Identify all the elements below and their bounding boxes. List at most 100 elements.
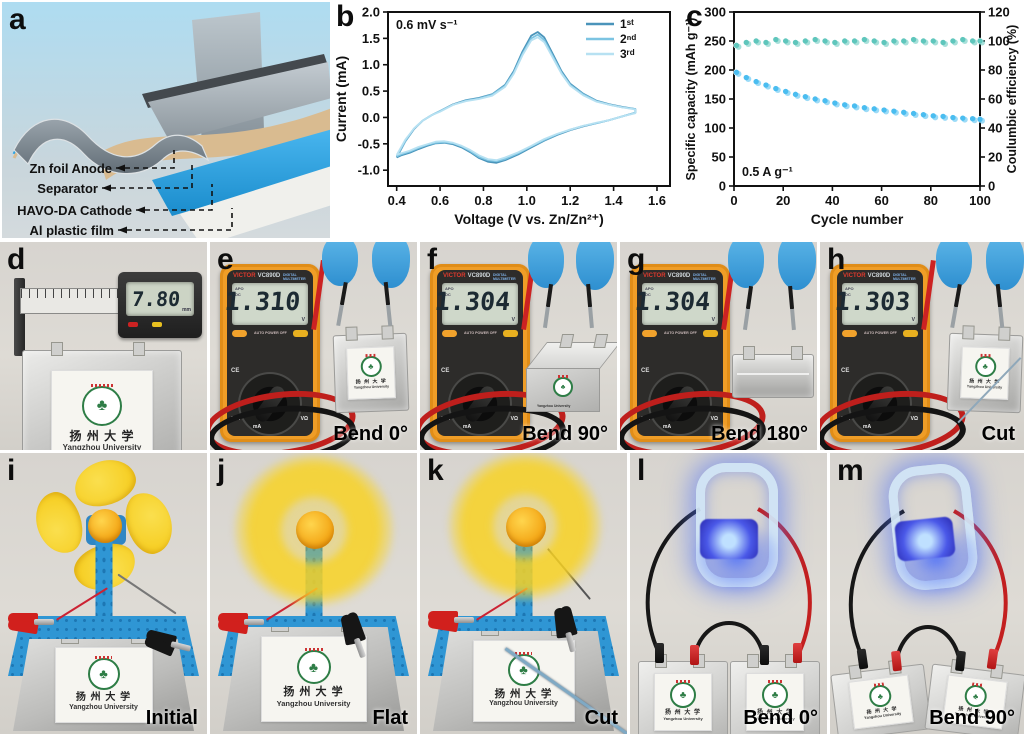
svg-text:1.0: 1.0 xyxy=(362,57,380,72)
svg-text:1.4: 1.4 xyxy=(605,193,624,208)
panel-letter-m: m xyxy=(837,454,864,487)
svg-text:0: 0 xyxy=(988,179,995,194)
multimeter: VICTOR VC890D DIGITAL MULTIMETER APO DC 1.… xyxy=(620,259,770,450)
pouch-tab xyxy=(271,627,289,632)
gloved-hand xyxy=(728,242,764,288)
panel-letter-i: i xyxy=(7,454,16,487)
caliper-button-yellow xyxy=(152,322,162,327)
gloved-hand xyxy=(936,242,972,288)
svg-text:-0.5: -0.5 xyxy=(358,136,380,151)
svg-text:20: 20 xyxy=(988,150,1002,165)
probe xyxy=(586,283,594,329)
university-label: 扬 州 大 学 Yangzhou University xyxy=(848,674,914,730)
label-separator: Separator xyxy=(37,181,98,196)
panel-letter-b: b xyxy=(336,0,355,33)
label-cathode: HAVO-DA Cathode xyxy=(17,203,132,218)
label-arrowheads xyxy=(102,164,145,234)
pouch-cell: 扬 州 大 学 Yangzhou University xyxy=(332,325,410,414)
svg-text:0.6 mV s⁻¹: 0.6 mV s⁻¹ xyxy=(396,18,458,32)
meter-lcd: APO DC 1.310 V xyxy=(223,283,308,325)
svg-text:1ˢᵗ: 1ˢᵗ xyxy=(620,17,634,31)
gloved-hand xyxy=(986,242,1024,290)
pouch-cell: 扬 州 大 学 Yangzhou University xyxy=(22,342,182,450)
label-connectors xyxy=(102,150,233,231)
panel-d-caliper: d 7.80 mm 扬 州 大 学 Yangzhou University xyxy=(0,242,207,450)
pouch-cell-bent: 扬 州 大 学 Yangzhou University xyxy=(830,659,932,734)
condition-label: Initial xyxy=(145,707,198,729)
university-logo xyxy=(82,383,122,426)
led-module xyxy=(894,516,956,562)
svg-text:Voltage (V vs. Zn/Zn²⁺): Voltage (V vs. Zn/Zn²⁺) xyxy=(454,211,603,227)
university-label: 扬 州 大 学 Yangzhou University xyxy=(51,370,153,450)
label-zn-anode: Zn foil Anode xyxy=(29,161,112,176)
svg-text:60: 60 xyxy=(988,92,1002,107)
pouch-cell: 扬 州 大 学 Yangzhou University xyxy=(730,654,820,734)
gloved-hand xyxy=(778,242,816,290)
label-english: Yangzhou University xyxy=(62,442,142,450)
university-logo xyxy=(670,680,696,708)
panel-letter-c: c xyxy=(686,0,703,33)
condition-label: Bend 0° xyxy=(333,423,408,445)
svg-text:40: 40 xyxy=(825,193,839,208)
meter-lcd: APO DC 1.304 V xyxy=(633,283,718,325)
meter-reading: 1.303 xyxy=(833,287,912,316)
university-label: 扬 州 大 学 Yangzhou University xyxy=(54,647,153,723)
pouch-tab xyxy=(791,346,803,360)
pouch-cell-cut: 扬 州 大 学 Yangzhou University xyxy=(946,325,1024,424)
caliper-reading: 7.80 xyxy=(130,287,182,311)
university-logo xyxy=(296,647,331,684)
panel-l-bracelet: l 扬 州 大 学 Yangzhou University 扬 州 大 学 Ya… xyxy=(630,453,827,734)
pouch-tab xyxy=(559,334,575,348)
probe xyxy=(995,283,1005,329)
pouch-tab xyxy=(481,631,499,636)
panel-f-meter: f VICTOR VC890D DIGITAL MULTIMETER APO DC … xyxy=(420,242,617,450)
caliper-unit: mm xyxy=(182,307,191,313)
red-plug xyxy=(890,650,903,672)
svg-text:300: 300 xyxy=(704,5,726,20)
panel-letter-g: g xyxy=(627,243,646,276)
pouch-cell: 扬 州 大 学 Yangzhou University xyxy=(13,639,194,731)
led-module xyxy=(700,519,758,559)
multimeter: VICTOR VC890D DIGITAL MULTIMETER APO DC 1.… xyxy=(210,259,360,450)
fold-crease xyxy=(737,373,809,375)
battery-schematic: Zn foil Anode Separator HAVO-DA Cathode … xyxy=(12,12,330,238)
university-label: 扬 州 大 学 Yangzhou University xyxy=(260,636,367,722)
cv-chart: 0.4 0.6 0.8 1.0 1.2 1.4 1.6 -1.0 -0.5 0.0 0.5 1.0 1.… xyxy=(333,5,671,227)
probe xyxy=(383,281,393,327)
red-plug xyxy=(793,643,802,663)
panel-j-fan: j 扬 州 大 学 Yangzhou University Flat xyxy=(210,453,417,734)
meter-lcd: APO DC 1.303 V xyxy=(833,283,918,325)
panel-letter-h: h xyxy=(827,243,846,276)
pouch-tab xyxy=(743,346,755,360)
probe xyxy=(742,285,754,331)
svg-text:100: 100 xyxy=(988,34,1010,49)
svg-text:60: 60 xyxy=(874,193,888,208)
panel-a-schematic: a xyxy=(2,2,330,238)
cathode-sheet xyxy=(152,129,330,216)
svg-text:0.5: 0.5 xyxy=(362,84,380,99)
meter-dial xyxy=(650,374,710,434)
meter-dial xyxy=(240,374,300,434)
panel-letter-k: k xyxy=(427,454,444,487)
multimeter: VICTOR VC890D DIGITAL MULTIMETER APO DC 1.… xyxy=(820,259,970,450)
svg-text:Coulumbic efficiency (%): Coulumbic efficiency (%) xyxy=(1005,25,1019,174)
svg-text:2ⁿᵈ: 2ⁿᵈ xyxy=(620,32,636,46)
panel-g-meter: g VICTOR VC890D DIGITAL MULTIMETER APO DC … xyxy=(620,242,817,450)
meter-model: VC890D xyxy=(257,273,281,279)
svg-text:40: 40 xyxy=(988,121,1002,136)
red-plug xyxy=(690,645,699,665)
svg-text:0.6: 0.6 xyxy=(431,193,449,208)
pouch-front-face: Yangzhou University xyxy=(526,368,600,412)
svg-text:50: 50 xyxy=(712,150,726,165)
panel-letter-a: a xyxy=(9,3,26,36)
panel-letter-j: j xyxy=(217,454,226,487)
condition-label: Bend 180° xyxy=(711,423,808,445)
meter-brand: VICTOR xyxy=(233,273,256,279)
fan-hub xyxy=(88,509,122,543)
svg-text:1.5: 1.5 xyxy=(362,31,380,46)
svg-text:3ʳᵈ: 3ʳᵈ xyxy=(620,47,635,61)
svg-text:100: 100 xyxy=(969,193,991,208)
pouch-cell-folded xyxy=(732,346,814,398)
svg-text:0.4: 0.4 xyxy=(388,193,407,208)
pouch-cell-cut: 扬 州 大 学 Yangzhou University xyxy=(433,631,614,731)
